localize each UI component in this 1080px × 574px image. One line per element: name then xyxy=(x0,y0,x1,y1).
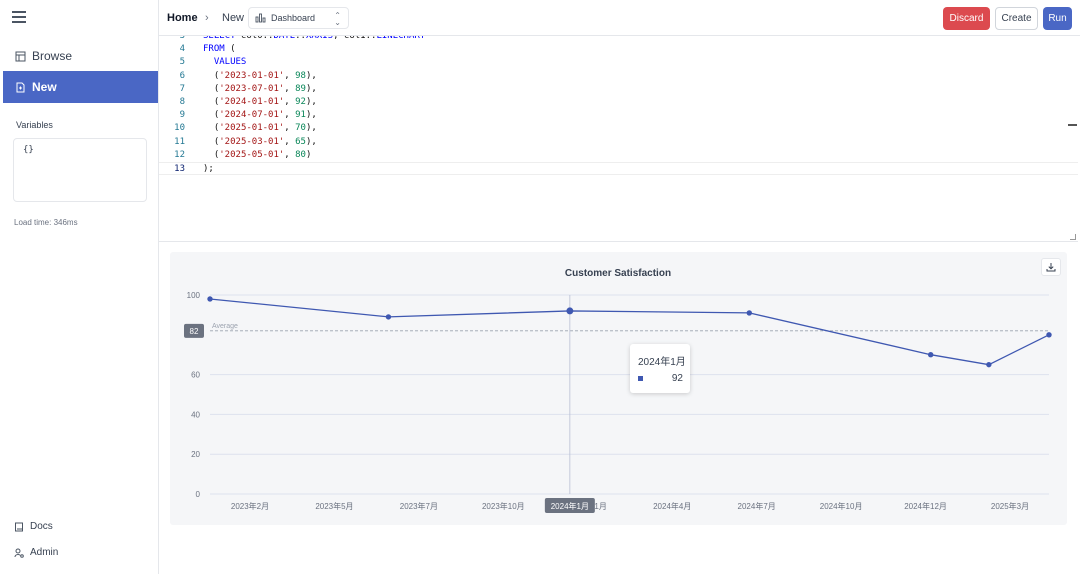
code-line[interactable]: 5 VALUES xyxy=(159,56,1078,69)
admin-label: Admin xyxy=(30,547,59,558)
admin-link[interactable]: Admin xyxy=(14,547,58,558)
code-text: ('2023-07-01', 89), xyxy=(203,83,317,94)
line-number: 3 xyxy=(179,36,185,41)
download-icon[interactable] xyxy=(1041,258,1061,276)
variables-input[interactable]: {} xyxy=(13,138,147,202)
code-line[interactable]: 8 ('2024-01-01', 92), xyxy=(159,96,1078,109)
breadcrumb-current: New xyxy=(222,12,245,24)
sidebar-item-label: New xyxy=(32,80,57,94)
line-number: 13 xyxy=(174,164,185,174)
code-line[interactable]: 3 SELECT col0::DATE::XAXIS, col1::LINECHA… xyxy=(159,36,1078,43)
menu-icon[interactable] xyxy=(12,11,26,25)
dashboard-select-label: Dashboard xyxy=(271,13,316,23)
code-line[interactable]: 7 ('2023-07-01', 89), xyxy=(159,83,1078,96)
tooltip-value: 92 xyxy=(671,373,683,384)
run-button[interactable]: Run xyxy=(1043,7,1072,30)
docs-link[interactable]: Docs xyxy=(14,521,53,532)
code-text: ); xyxy=(203,164,214,174)
table-icon xyxy=(14,50,26,62)
breadcrumb-home[interactable]: Home xyxy=(167,12,198,24)
line-number: 5 xyxy=(179,57,185,68)
line-number: 12 xyxy=(174,149,185,160)
code-text: ('2025-05-01', 80) xyxy=(203,149,312,160)
code-line[interactable]: 6 ('2023-01-01', 98), xyxy=(159,70,1078,83)
discard-button[interactable]: Discard xyxy=(943,7,990,30)
tooltip-series-marker xyxy=(638,376,643,381)
chart-tooltip: 2024年1月 92 xyxy=(630,344,690,393)
book-icon xyxy=(14,522,24,532)
code-text: SELECT col0::DATE::XAXIS, col1::LINECHAR… xyxy=(203,36,426,41)
line-number: 9 xyxy=(179,110,185,121)
line-number: 7 xyxy=(179,83,185,94)
code-text: ('2024-07-01', 91), xyxy=(203,110,317,121)
code-line[interactable]: 9 ('2024-07-01', 91), xyxy=(159,109,1078,122)
line-number: 8 xyxy=(179,97,185,107)
code-text: ('2025-03-01', 65), xyxy=(203,136,317,147)
scrollbar-marker[interactable] xyxy=(1068,124,1077,126)
line-number: 6 xyxy=(179,70,185,81)
create-button[interactable]: Create xyxy=(995,7,1038,30)
code-line[interactable]: 13); xyxy=(159,162,1078,175)
code-text: ('2024-01-01', 92), xyxy=(203,97,317,107)
resize-handle-icon[interactable] xyxy=(1070,234,1076,240)
line-number: 4 xyxy=(179,44,185,55)
chevron-updown-icon: ⌃ ⌄ xyxy=(334,11,341,27)
tooltip-title: 2024年1月 xyxy=(638,357,686,368)
code-line[interactable]: 11 ('2025-03-01', 65), xyxy=(159,136,1078,149)
sidebar: Browse New Variables {} Load time: 346ms… xyxy=(0,0,159,574)
dashboard-select[interactable]: Dashboard ⌃ ⌄ xyxy=(248,7,349,29)
code-text: FROM ( xyxy=(203,44,236,55)
user-cog-icon xyxy=(14,548,24,558)
code-line[interactable]: 4 FROM ( xyxy=(159,43,1078,56)
code-line[interactable]: 10 ('2025-01-01', 70), xyxy=(159,122,1078,135)
bar-chart-icon xyxy=(255,13,266,23)
top-bar: Home › New Dashboard ⌃ ⌄ Discard Create R… xyxy=(159,0,1080,36)
sidebar-item-browse[interactable]: Browse xyxy=(3,40,158,72)
load-time: Load time: 346ms xyxy=(14,218,78,227)
variables-label: Variables xyxy=(16,120,53,130)
line-number: 11 xyxy=(174,136,185,147)
file-plus-icon xyxy=(14,81,26,93)
docs-label: Docs xyxy=(30,521,53,532)
code-text: ('2025-01-01', 70), xyxy=(203,123,317,134)
chart-panel xyxy=(170,252,1067,525)
line-number: 10 xyxy=(174,123,185,134)
code-text: ('2023-01-01', 98), xyxy=(203,70,317,81)
sql-editor[interactable]: 3 SELECT col0::DATE::XAXIS, col1::LINECHA… xyxy=(159,36,1078,242)
code-text: VALUES xyxy=(213,57,247,68)
sidebar-item-label: Browse xyxy=(32,49,73,63)
sidebar-item-new[interactable]: New xyxy=(3,71,158,103)
breadcrumb-separator: › xyxy=(205,12,209,24)
code-line[interactable]: 12 ('2025-05-01', 80) xyxy=(159,149,1078,162)
